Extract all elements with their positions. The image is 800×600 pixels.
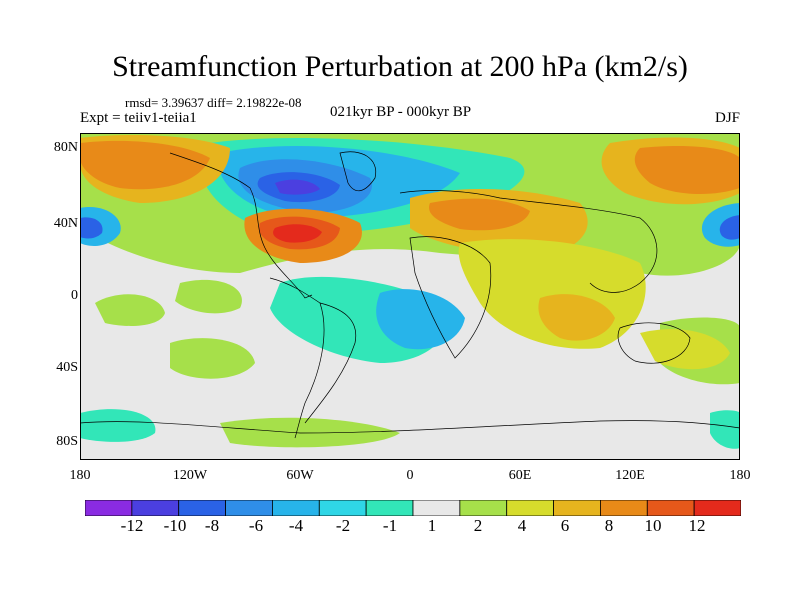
coast-north-america bbox=[169, 152, 313, 299]
colorbar-label: 12 bbox=[688, 516, 706, 535]
colorbar-label: -1 bbox=[382, 516, 398, 535]
region-deepred-atlantic bbox=[273, 224, 322, 243]
region-cyan-antarctic-east bbox=[710, 410, 740, 449]
period-label: 021kyr BP - 000kyr BP bbox=[330, 104, 472, 120]
x-tick-label: 120E bbox=[615, 468, 645, 483]
map-panel bbox=[80, 133, 740, 460]
region-cyan-antarctic-west bbox=[80, 409, 156, 442]
colorbar-label: -8 bbox=[204, 516, 220, 535]
region-orange-indian bbox=[538, 294, 615, 341]
y-tick-label: 40S bbox=[56, 360, 78, 375]
coast-south-america-west bbox=[269, 277, 325, 439]
stats-text: rmsd= 3.39637 diff= 2.19822e-08 bbox=[125, 95, 302, 110]
colorbar-label: 8 bbox=[604, 516, 614, 535]
region-green-antarctic bbox=[220, 417, 400, 448]
colorbar-label: -4 bbox=[288, 516, 304, 535]
region-darkorange-pacific bbox=[80, 140, 210, 190]
x-tick-label: 180 bbox=[729, 468, 751, 483]
colorbar-cell bbox=[131, 500, 180, 516]
colorbar bbox=[85, 500, 741, 516]
coast-south-america-east bbox=[304, 302, 357, 424]
y-tick-label: 40N bbox=[53, 216, 78, 231]
x-tick-label: 180 bbox=[69, 468, 91, 483]
x-tick-label: 60E bbox=[508, 468, 532, 483]
colorbar-cell bbox=[85, 500, 133, 516]
colorbar-cell bbox=[459, 500, 508, 516]
colorbar-cell bbox=[225, 500, 273, 516]
colorbar-cell bbox=[318, 500, 367, 516]
colorbar-cell bbox=[272, 500, 320, 516]
experiment-label: Expt = teiiv1-teiia1 bbox=[80, 110, 197, 126]
coastlines bbox=[80, 151, 740, 439]
colorbar-label: -6 bbox=[248, 516, 264, 535]
plot-title: Streamfunction Perturbation at 200 hPa (… bbox=[112, 50, 688, 83]
colorbar-label: -12 bbox=[120, 516, 144, 535]
coast-antarctica bbox=[80, 420, 740, 434]
region-green-eastpacific bbox=[175, 279, 242, 314]
region-deepblue-north bbox=[275, 179, 320, 195]
y-tick-label: 80N bbox=[53, 140, 78, 155]
coast-eurasia bbox=[399, 190, 658, 293]
colorbar-label: -10 bbox=[163, 516, 187, 535]
colorbar-label: 1 bbox=[427, 516, 437, 535]
colorbar-cell bbox=[365, 500, 414, 516]
colorbar-cell bbox=[553, 500, 601, 516]
colorbar-cell bbox=[412, 500, 461, 516]
x-tick-label: 60W bbox=[286, 468, 314, 483]
colorbar-label: 10 bbox=[644, 516, 662, 535]
colorbar-label: -2 bbox=[335, 516, 351, 535]
coast-greenland bbox=[339, 151, 377, 191]
colorbar-label: 6 bbox=[560, 516, 570, 535]
region-darkorange-eurasia bbox=[429, 198, 530, 231]
coast-africa bbox=[409, 236, 492, 359]
region-green-pacific-south bbox=[95, 294, 165, 326]
y-tick-label: 80S bbox=[56, 434, 78, 449]
colorbar-cell bbox=[600, 500, 648, 516]
season-label: DJF bbox=[714, 110, 740, 126]
region-blue-west-edge bbox=[80, 217, 103, 239]
region-darkorange-asia bbox=[634, 146, 740, 195]
y-tick-label: 0 bbox=[71, 288, 78, 303]
colorbar-cell bbox=[178, 500, 226, 516]
coast-australia bbox=[617, 322, 691, 364]
contour-field bbox=[80, 133, 740, 460]
map-frame bbox=[80, 133, 740, 460]
colorbar-cell bbox=[506, 500, 554, 516]
colorbar-label: 2 bbox=[473, 516, 483, 535]
colorbar-cell bbox=[646, 500, 695, 516]
colorbar-label: 4 bbox=[517, 516, 527, 535]
region-blue-africa bbox=[376, 289, 465, 350]
region-blue-east-edge bbox=[719, 215, 740, 240]
region-yellow-australia bbox=[640, 329, 730, 370]
region-green-southpacific bbox=[170, 338, 255, 379]
x-tick-label: 0 bbox=[406, 468, 414, 483]
colorbar-cell bbox=[693, 500, 741, 516]
x-tick-label: 120W bbox=[172, 468, 208, 483]
